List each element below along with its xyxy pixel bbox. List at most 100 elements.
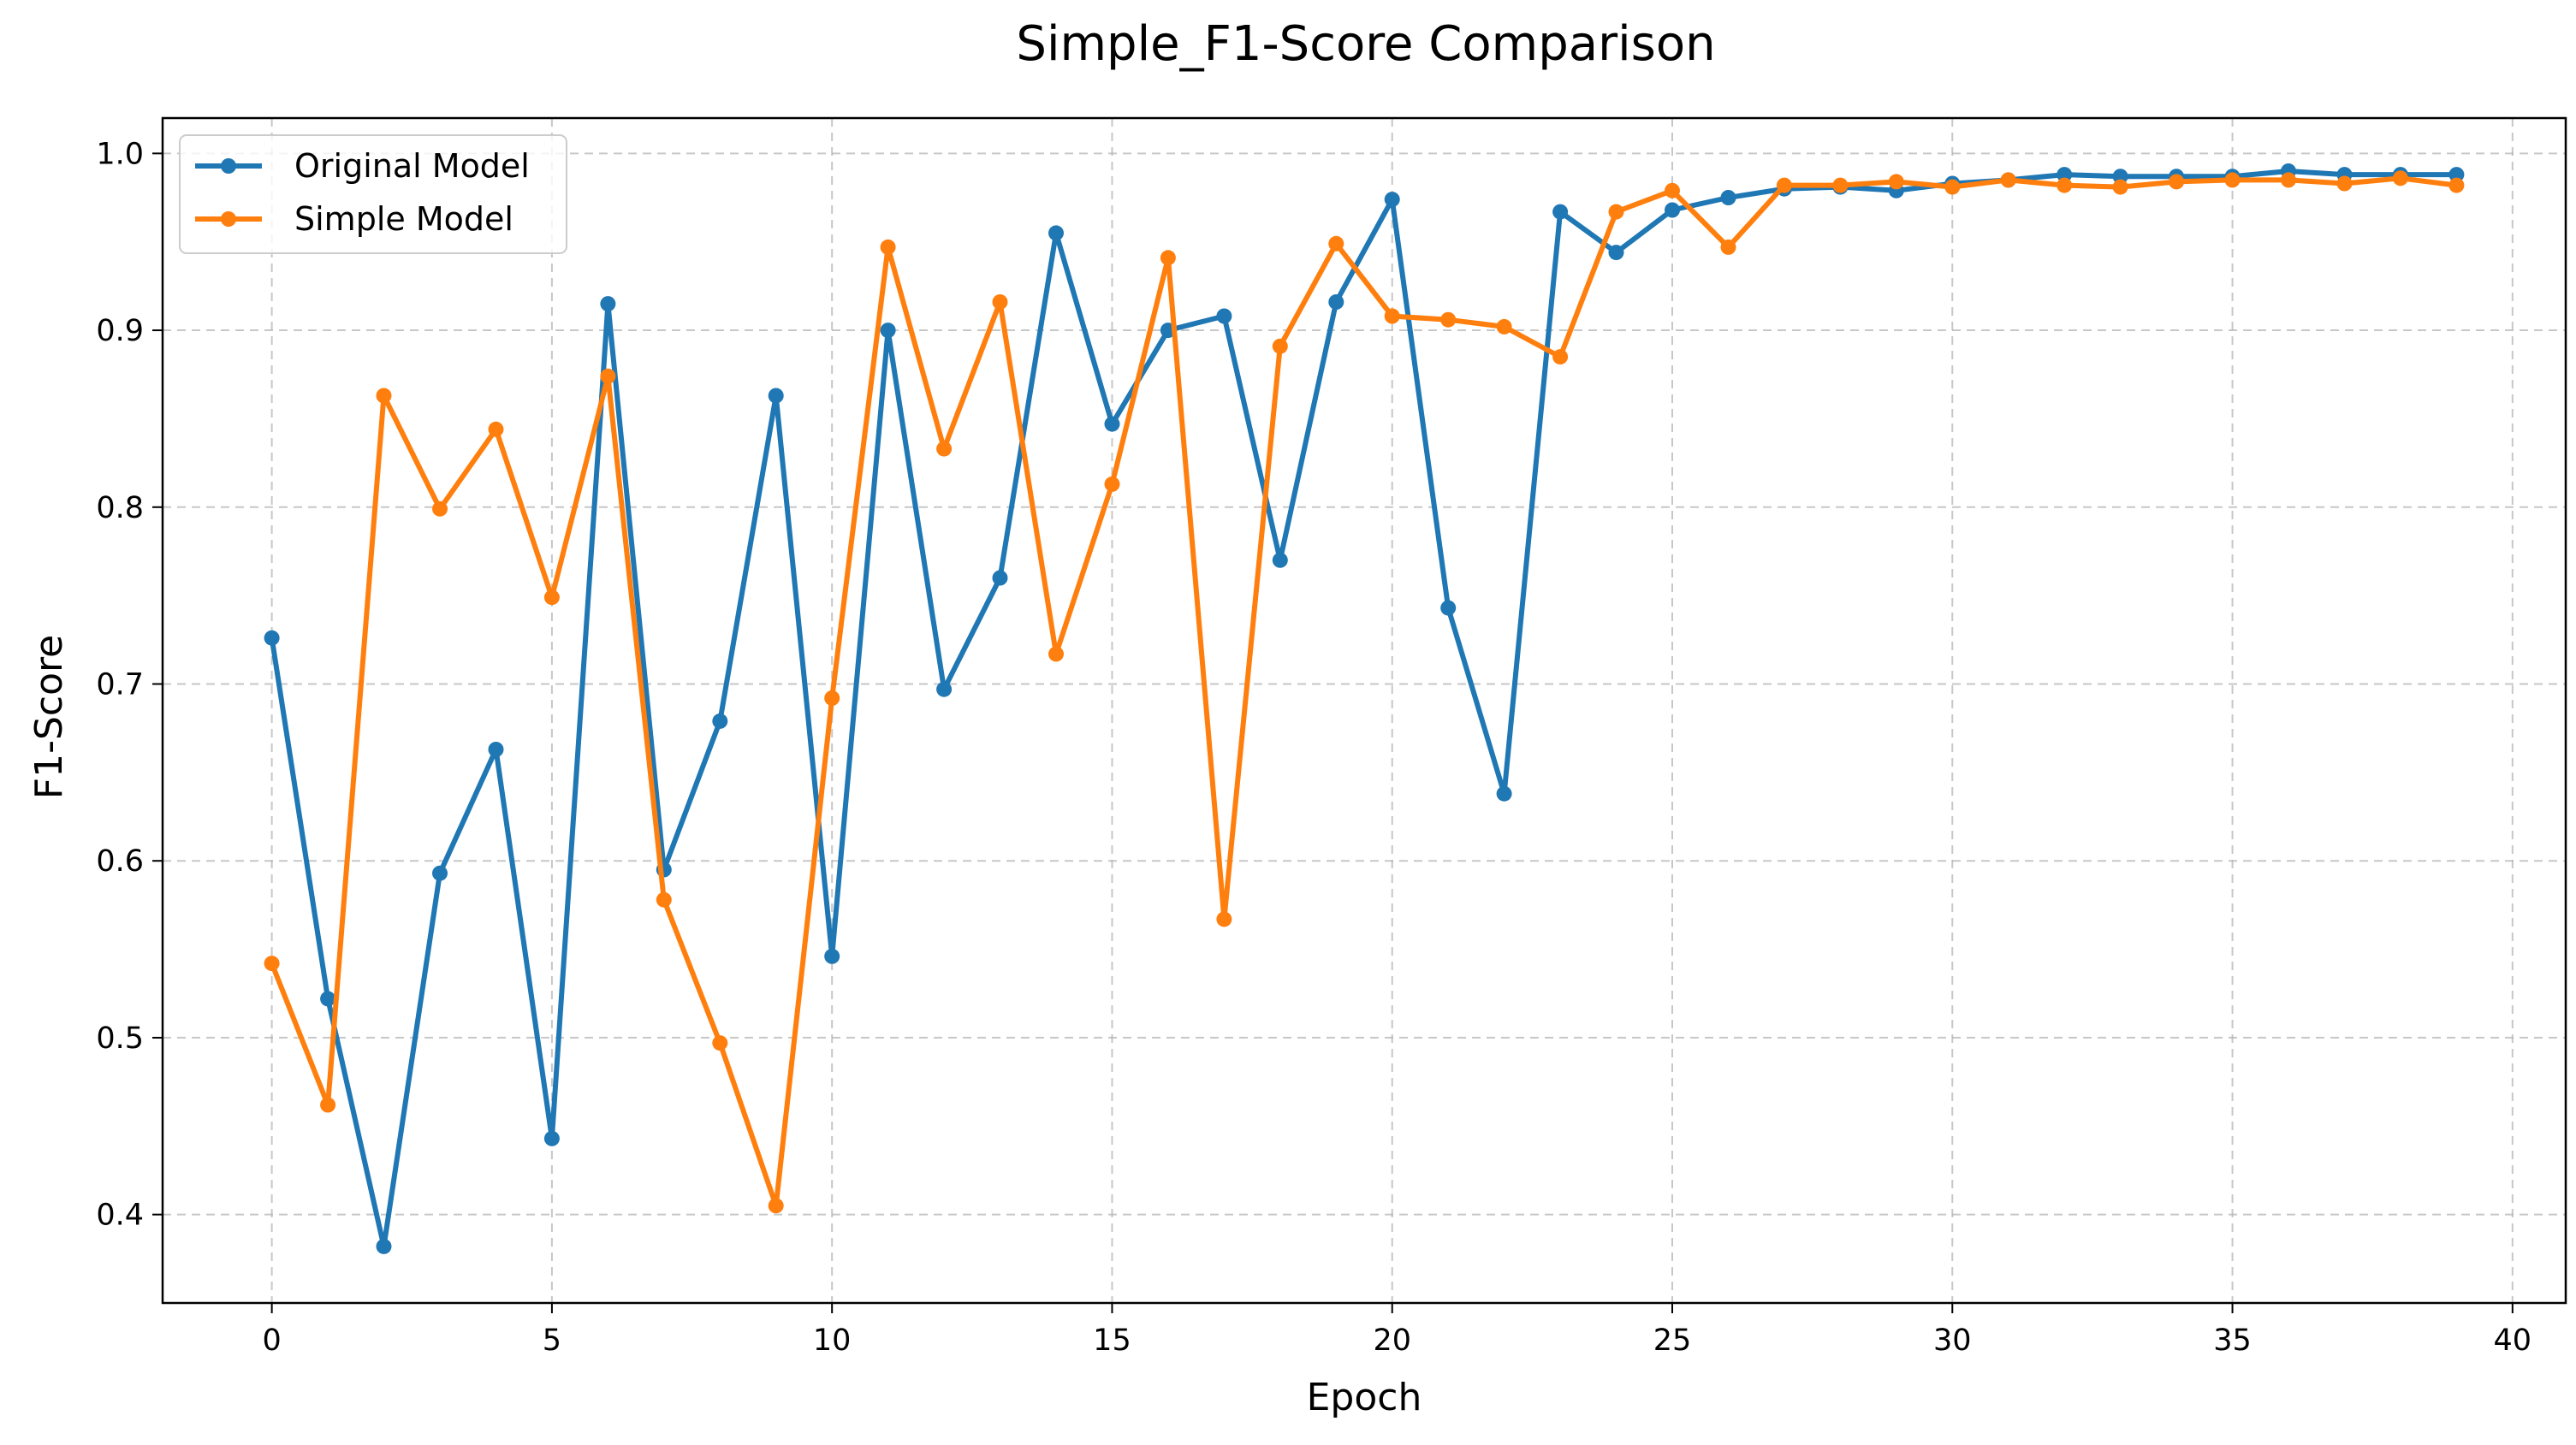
data-point-original-model bbox=[2448, 167, 2465, 183]
series-line-simple-model bbox=[269, 175, 2460, 1209]
data-point-original-model bbox=[768, 388, 784, 404]
legend-box bbox=[179, 134, 567, 254]
x-tick-label: 30 bbox=[1933, 1324, 1972, 1358]
data-point-original-model bbox=[824, 948, 840, 964]
data-point-simple-model bbox=[936, 441, 953, 457]
data-point-simple-model bbox=[1888, 174, 1904, 190]
data-point-simple-model bbox=[2169, 174, 2185, 190]
chart-title: Simple_F1-Score Comparison bbox=[1016, 16, 1715, 72]
data-point-original-model bbox=[264, 630, 280, 646]
data-point-simple-model bbox=[1552, 349, 1569, 365]
data-point-original-model bbox=[543, 1130, 560, 1146]
x-tick-label: 20 bbox=[1373, 1324, 1411, 1358]
data-point-original-model bbox=[1608, 245, 1624, 261]
data-point-simple-model bbox=[2448, 177, 2465, 193]
data-point-simple-model bbox=[1048, 646, 1064, 662]
data-point-simple-model bbox=[488, 421, 504, 437]
data-point-original-model bbox=[1104, 416, 1120, 432]
data-point-simple-model bbox=[1496, 318, 1512, 335]
data-point-simple-model bbox=[2057, 177, 2073, 193]
data-point-simple-model bbox=[1440, 311, 1457, 328]
data-point-simple-model bbox=[1328, 235, 1344, 252]
data-point-simple-model bbox=[880, 239, 896, 255]
data-point-simple-model bbox=[1160, 250, 1176, 266]
y-axis-label: F1-Score bbox=[27, 635, 71, 799]
data-point-original-model bbox=[1384, 192, 1400, 208]
data-point-original-model bbox=[1272, 552, 1288, 568]
y-tick-label: 0.5 bbox=[96, 1022, 144, 1056]
data-point-simple-model bbox=[1384, 308, 1400, 324]
data-point-original-model bbox=[1665, 202, 1680, 218]
data-point-simple-model bbox=[1665, 182, 1680, 198]
data-point-simple-model bbox=[1216, 911, 1232, 927]
y-tick-label: 0.8 bbox=[96, 491, 144, 525]
y-tick-label: 0.9 bbox=[96, 314, 144, 348]
x-tick-label: 10 bbox=[813, 1324, 852, 1358]
data-point-simple-model bbox=[1272, 338, 1288, 354]
data-point-simple-model bbox=[1832, 177, 1849, 193]
data-point-simple-model bbox=[2392, 170, 2408, 187]
data-point-simple-model bbox=[1608, 204, 1624, 220]
data-point-simple-model bbox=[1944, 179, 1961, 195]
data-point-simple-model bbox=[2112, 179, 2128, 195]
data-point-simple-model bbox=[320, 1097, 336, 1113]
data-point-original-model bbox=[1552, 204, 1569, 220]
data-point-simple-model bbox=[2336, 175, 2353, 192]
legend-marker-original-model bbox=[221, 158, 236, 174]
x-tick-label: 35 bbox=[2213, 1324, 2252, 1358]
series-lines bbox=[264, 163, 2465, 1254]
x-tick-label: 40 bbox=[2494, 1324, 2532, 1358]
data-point-simple-model bbox=[543, 589, 560, 606]
y-tick-label: 1.0 bbox=[96, 137, 144, 171]
data-point-original-model bbox=[1328, 294, 1344, 310]
data-point-original-model bbox=[488, 742, 504, 757]
data-point-original-model bbox=[712, 713, 728, 729]
data-point-original-model bbox=[936, 681, 953, 697]
axis-ticks: 0 5 10 15 20 25 30 35 40 0.4 0.5 0.6 0.7 0.8 0.9 1.0 bbox=[96, 137, 2531, 1358]
data-point-original-model bbox=[2057, 167, 2073, 183]
data-point-original-model bbox=[1440, 600, 1457, 616]
data-point-original-model bbox=[1496, 785, 1512, 802]
data-point-simple-model bbox=[600, 368, 616, 384]
data-point-simple-model bbox=[264, 956, 280, 972]
data-point-simple-model bbox=[992, 294, 1008, 310]
data-point-original-model bbox=[992, 570, 1008, 586]
data-point-original-model bbox=[600, 296, 616, 312]
legend-label-simple-model: Simple Model bbox=[294, 200, 513, 238]
series-simple-model bbox=[264, 170, 2465, 1214]
data-point-simple-model bbox=[656, 891, 672, 908]
data-point-simple-model bbox=[2000, 172, 2016, 188]
data-point-original-model bbox=[320, 991, 336, 1007]
data-point-simple-model bbox=[432, 500, 448, 517]
legend: Original Model Simple Model bbox=[179, 134, 567, 254]
data-point-simple-model bbox=[2224, 172, 2241, 188]
series-line-original-model bbox=[269, 169, 2460, 1249]
legend-label-original-model: Original Model bbox=[294, 147, 530, 185]
data-point-simple-model bbox=[376, 388, 392, 404]
data-point-original-model bbox=[880, 323, 896, 339]
x-tick-label: 25 bbox=[1653, 1324, 1692, 1358]
x-axis-label: Epoch bbox=[1307, 1376, 1422, 1419]
series-original-model bbox=[264, 163, 2465, 1254]
x-tick-label: 0 bbox=[262, 1324, 281, 1358]
plot-frame bbox=[161, 116, 2567, 1305]
x-tick-label: 5 bbox=[543, 1324, 561, 1358]
x-tick-label: 15 bbox=[1093, 1324, 1131, 1358]
data-point-original-model bbox=[1720, 190, 1736, 205]
data-point-original-model bbox=[432, 865, 448, 881]
y-tick-label: 0.6 bbox=[96, 844, 144, 879]
data-point-simple-model bbox=[2281, 172, 2296, 188]
data-point-simple-model bbox=[1104, 476, 1120, 492]
data-point-original-model bbox=[376, 1238, 392, 1254]
data-point-original-model bbox=[1216, 308, 1232, 324]
y-tick-label: 0.7 bbox=[96, 667, 144, 702]
data-point-simple-model bbox=[712, 1035, 728, 1051]
y-tick-label: 0.4 bbox=[96, 1199, 144, 1233]
data-point-simple-model bbox=[1720, 239, 1736, 255]
data-point-simple-model bbox=[824, 690, 840, 706]
data-point-original-model bbox=[2112, 169, 2128, 185]
data-point-simple-model bbox=[1776, 177, 1792, 193]
legend-marker-simple-model bbox=[221, 211, 236, 227]
data-point-original-model bbox=[1048, 225, 1064, 241]
